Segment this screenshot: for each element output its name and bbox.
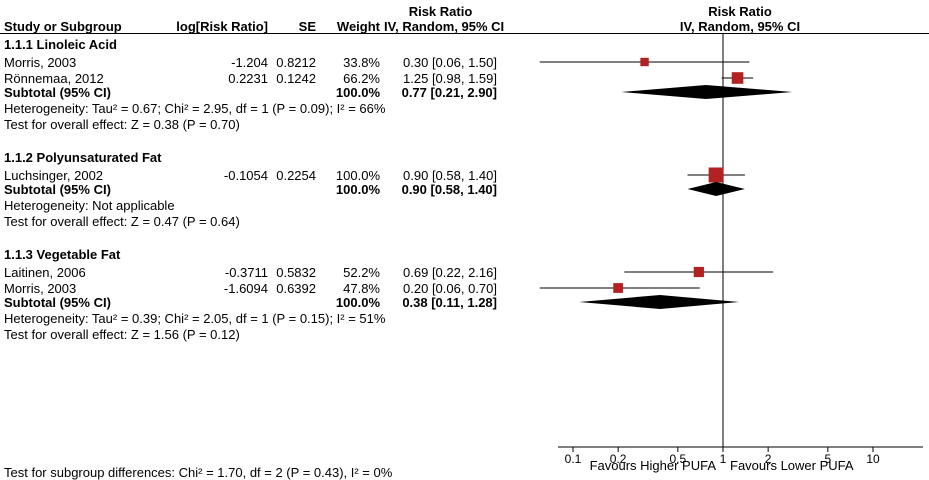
- study-se: 0.6392: [276, 281, 316, 296]
- subtotal-weight: 100.0%: [335, 85, 380, 100]
- study-weight: 33.8%: [343, 55, 380, 70]
- heterogeneity-row: Heterogeneity: Tau² = 0.67; Chi² = 2.95,…: [0, 101, 929, 116]
- overall-effect-text: Test for overall effect: Z = 0.47 (P = 0…: [4, 214, 240, 229]
- study-ci-text: 0.20 [0.06, 0.70]: [403, 281, 497, 296]
- overall-effect-text: Test for overall effect: Z = 1.56 (P = 0…: [4, 327, 240, 342]
- heterogeneity-text: Heterogeneity: Tau² = 0.39; Chi² = 2.05,…: [4, 311, 386, 326]
- study-weight: 47.8%: [343, 281, 380, 296]
- subtotal-weight: 100.0%: [335, 295, 380, 310]
- se-column-header: SE: [298, 19, 316, 34]
- overall-effect-row: Test for overall effect: Z = 1.56 (P = 0…: [0, 327, 929, 342]
- ci-column-title: Risk Ratio: [408, 4, 473, 19]
- subtotal-label: Subtotal (95% CI): [4, 295, 111, 310]
- study-log-risk-ratio: -1.6094: [223, 281, 268, 296]
- study-row: Morris, 2003 -1.204 0.8212 33.8% 0.30 [0.06,…: [0, 55, 929, 70]
- subgroup-test-text: Test for subgroup differences: Chi² = 1.…: [4, 465, 393, 480]
- subtotal-row: Subtotal (95% CI) 100.0% 0.38 [0.11, 1.28]: [0, 295, 929, 310]
- study-weight: 66.2%: [343, 71, 380, 86]
- study-log-risk-ratio: -0.1054: [223, 168, 268, 183]
- subtotal-label: Subtotal (95% CI): [4, 85, 111, 100]
- header-rule: [0, 33, 929, 34]
- subgroup-header-row: 1.1.3 Vegetable Fat: [0, 247, 929, 262]
- study-ci-text: 1.25 [0.98, 1.59]: [403, 71, 497, 86]
- study-se: 0.2254: [276, 168, 316, 183]
- study-row: Laitinen, 2006 -0.3711 0.5832 52.2% 0.69 [0.…: [0, 265, 929, 280]
- subgroup-header-row: 1.1.2 Polyunsaturated Fat: [0, 150, 929, 165]
- favours-right-label: Favours Lower PUFA: [730, 458, 854, 473]
- heterogeneity-text: Heterogeneity: Tau² = 0.67; Chi² = 2.95,…: [4, 101, 386, 116]
- subgroup-title: 1.1.1 Linoleic Acid: [4, 37, 117, 52]
- study-log-risk-ratio: -0.3711: [224, 265, 268, 280]
- subgroup-title: 1.1.2 Polyunsaturated Fat: [4, 150, 162, 165]
- subtotal-ci-text: 0.38 [0.11, 1.28]: [402, 295, 497, 310]
- study-ci-text: 0.30 [0.06, 1.50]: [403, 55, 497, 70]
- heterogeneity-row: Heterogeneity: Tau² = 0.39; Chi² = 2.05,…: [0, 311, 929, 326]
- study-log-risk-ratio: -1.204: [231, 55, 268, 70]
- subgroup-header-row: 1.1.1 Linoleic Acid: [0, 37, 929, 52]
- study-se: 0.1242: [276, 71, 316, 86]
- subtotal-row: Subtotal (95% CI) 100.0% 0.90 [0.58, 1.40]: [0, 182, 929, 197]
- study-ci-text: 0.90 [0.58, 1.40]: [403, 168, 497, 183]
- study-row: Luchsinger, 2002 -0.1054 0.2254 100.0% 0.90 …: [0, 168, 929, 183]
- log-rr-column-header: log[Risk Ratio]: [176, 19, 268, 34]
- study-name: Morris, 2003: [4, 55, 77, 70]
- study-name: Morris, 2003: [4, 281, 77, 296]
- ci-method-column-header: IV, Random, 95% CI: [384, 19, 505, 34]
- study-row: Rönnemaa, 2012 0.2231 0.1242 66.2% 1.25 [0.9…: [0, 71, 929, 86]
- overall-effect-row: Test for overall effect: Z = 0.47 (P = 0…: [0, 214, 929, 229]
- study-ci-text: 0.69 [0.22, 2.16]: [403, 265, 497, 280]
- weight-column-header: Weight: [336, 19, 380, 34]
- heterogeneity-text: Heterogeneity: Not applicable: [4, 198, 175, 213]
- study-se: 0.5832: [276, 265, 316, 280]
- subtotal-row: Subtotal (95% CI) 100.0% 0.77 [0.21, 2.90]: [0, 85, 929, 100]
- study-name: Luchsinger, 2002: [4, 168, 104, 183]
- heterogeneity-row: Heterogeneity: Not applicable: [0, 198, 929, 213]
- favours-left-label: Favours Higher PUFA: [589, 458, 716, 473]
- subtotal-label: Subtotal (95% CI): [4, 182, 111, 197]
- study-name: Rönnemaa, 2012: [4, 71, 104, 86]
- study-column-header: Study or Subgroup: [4, 19, 122, 34]
- subtotal-weight: 100.0%: [335, 182, 380, 197]
- axis-tick-label: 1: [720, 452, 727, 466]
- plot-method-header: IV, Random, 95% CI: [679, 19, 801, 34]
- subtotal-ci-text: 0.90 [0.58, 1.40]: [401, 182, 497, 197]
- study-weight: 100.0%: [335, 168, 380, 183]
- subtotal-ci-text: 0.77 [0.21, 2.90]: [401, 85, 497, 100]
- plot-column-title: Risk Ratio: [708, 4, 772, 19]
- overall-effect-text: Test for overall effect: Z = 0.38 (P = 0…: [4, 117, 240, 132]
- study-log-risk-ratio: 0.2231: [228, 71, 268, 86]
- study-weight: 52.2%: [343, 265, 380, 280]
- study-name: Laitinen, 2006: [4, 265, 86, 280]
- column-header-row: Study or Subgroup log[Risk Ratio] SE Wei…: [0, 19, 929, 34]
- subgroup-title: 1.1.3 Vegetable Fat: [4, 247, 121, 262]
- overall-effect-row: Test for overall effect: Z = 0.38 (P = 0…: [0, 117, 929, 132]
- study-row: Morris, 2003 -1.6094 0.6392 47.8% 0.20 [0.06…: [0, 281, 929, 296]
- study-se: 0.8212: [276, 55, 316, 70]
